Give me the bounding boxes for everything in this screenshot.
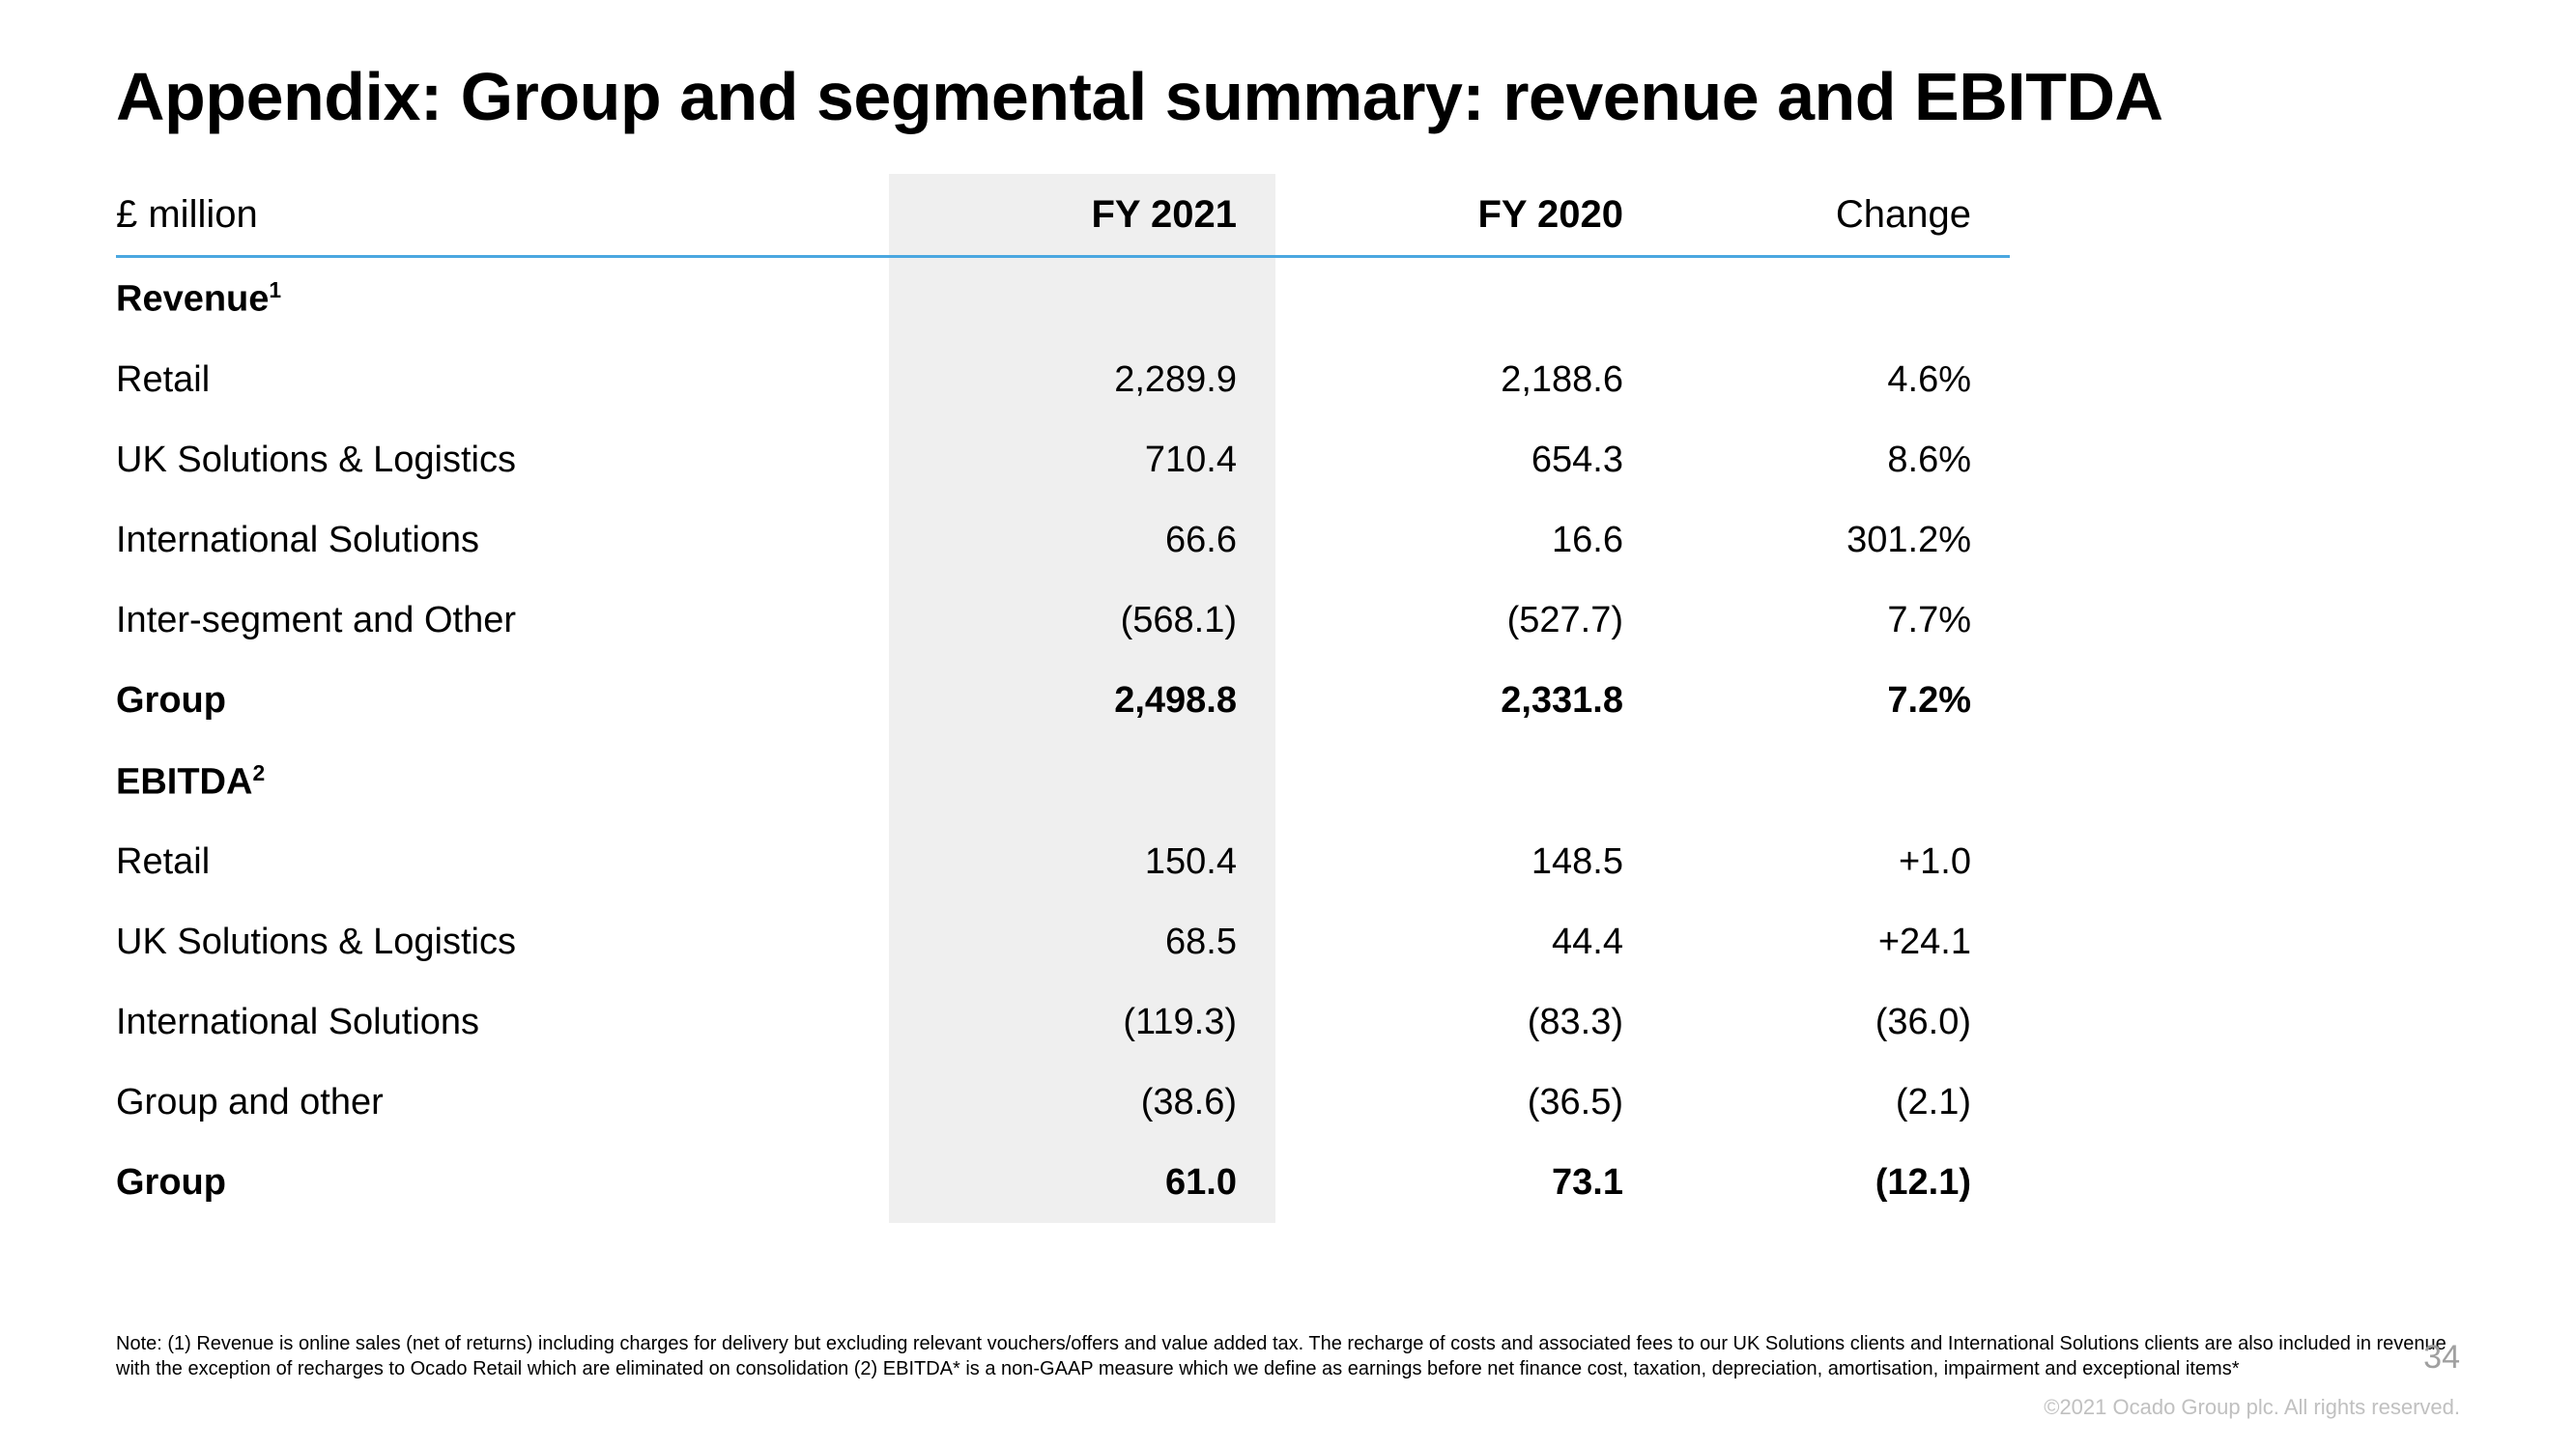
cell-change: 7.7% (1662, 581, 2010, 661)
cell-change: +24.1 (1662, 902, 2010, 982)
table-header-row: £ million FY 2021 FY 2020 Change (116, 174, 2010, 254)
cell-fy2021: 68.5 (889, 902, 1275, 982)
cell-change: (2.1) (1662, 1063, 2010, 1143)
section-header-row: EBITDA2 (116, 741, 2010, 823)
copyright-text: ©2021 Ocado Group plc. All rights reserv… (2044, 1395, 2460, 1420)
group-label: Group (116, 661, 889, 741)
group-fy2021: 61.0 (889, 1143, 1275, 1223)
cell-change: 301.2% (1662, 500, 2010, 581)
cell-fy2021: 150.4 (889, 822, 1275, 902)
header-unit: £ million (116, 174, 889, 254)
cell-fy2020: (527.7) (1275, 581, 1662, 661)
row-label: International Solutions (116, 500, 889, 581)
header-fy2020: FY 2020 (1275, 174, 1662, 254)
cell-fy2021: (38.6) (889, 1063, 1275, 1143)
table-row: UK Solutions & Logistics710.4654.38.6% (116, 420, 2010, 500)
row-label: UK Solutions & Logistics (116, 420, 889, 500)
cell-fy2021: 66.6 (889, 500, 1275, 581)
group-fy2020: 2,331.8 (1275, 661, 1662, 741)
cell-fy2020: 44.4 (1275, 902, 1662, 982)
cell-fy2021: (119.3) (889, 982, 1275, 1063)
header-change: Change (1662, 174, 2010, 254)
table-row: Inter-segment and Other(568.1)(527.7)7.7… (116, 581, 2010, 661)
group-total-row: Group2,498.82,331.87.2% (116, 661, 2010, 741)
cell-fy2021: 710.4 (889, 420, 1275, 500)
footnote-text: Note: (1) Revenue is online sales (net o… (116, 1331, 2460, 1381)
row-label: Retail (116, 340, 889, 420)
table-row: International Solutions66.616.6301.2% (116, 500, 2010, 581)
cell-change: 4.6% (1662, 340, 2010, 420)
table-row: Retail150.4148.5+1.0 (116, 822, 2010, 902)
cell-change: +1.0 (1662, 822, 2010, 902)
table-row: International Solutions(119.3)(83.3)(36.… (116, 982, 2010, 1063)
table-row: UK Solutions & Logistics68.544.4+24.1 (116, 902, 2010, 982)
financial-table-container: £ million FY 2021 FY 2020 Change Revenue… (116, 174, 2010, 1223)
financial-table: £ million FY 2021 FY 2020 Change Revenue… (116, 174, 2010, 1223)
cell-fy2021: 2,289.9 (889, 340, 1275, 420)
row-label: UK Solutions & Logistics (116, 902, 889, 982)
section-superscript: 1 (269, 277, 281, 302)
row-label: Retail (116, 822, 889, 902)
section-superscript: 2 (252, 760, 265, 785)
table-row: Retail2,289.92,188.64.6% (116, 340, 2010, 420)
row-label: International Solutions (116, 982, 889, 1063)
section-header-row: Revenue1 (116, 258, 2010, 340)
cell-fy2021: (568.1) (889, 581, 1275, 661)
cell-change: 8.6% (1662, 420, 2010, 500)
group-label: Group (116, 1143, 889, 1223)
cell-fy2020: 654.3 (1275, 420, 1662, 500)
cell-fy2020: (83.3) (1275, 982, 1662, 1063)
table-row: Group and other(38.6)(36.5)(2.1) (116, 1063, 2010, 1143)
group-change: (12.1) (1662, 1143, 2010, 1223)
page-number: 34 (2423, 1339, 2460, 1377)
row-label: Inter-segment and Other (116, 581, 889, 661)
section-label: Revenue1 (116, 258, 889, 340)
cell-fy2020: (36.5) (1275, 1063, 1662, 1143)
cell-fy2020: 16.6 (1275, 500, 1662, 581)
group-change: 7.2% (1662, 661, 2010, 741)
slide-title: Appendix: Group and segmental summary: r… (116, 58, 2460, 135)
row-label: Group and other (116, 1063, 889, 1143)
group-total-row: Group61.073.1(12.1) (116, 1143, 2010, 1223)
section-label: EBITDA2 (116, 741, 889, 823)
cell-change: (36.0) (1662, 982, 2010, 1063)
group-fy2020: 73.1 (1275, 1143, 1662, 1223)
header-fy2021: FY 2021 (889, 174, 1275, 254)
cell-fy2020: 2,188.6 (1275, 340, 1662, 420)
group-fy2021: 2,498.8 (889, 661, 1275, 741)
cell-fy2020: 148.5 (1275, 822, 1662, 902)
